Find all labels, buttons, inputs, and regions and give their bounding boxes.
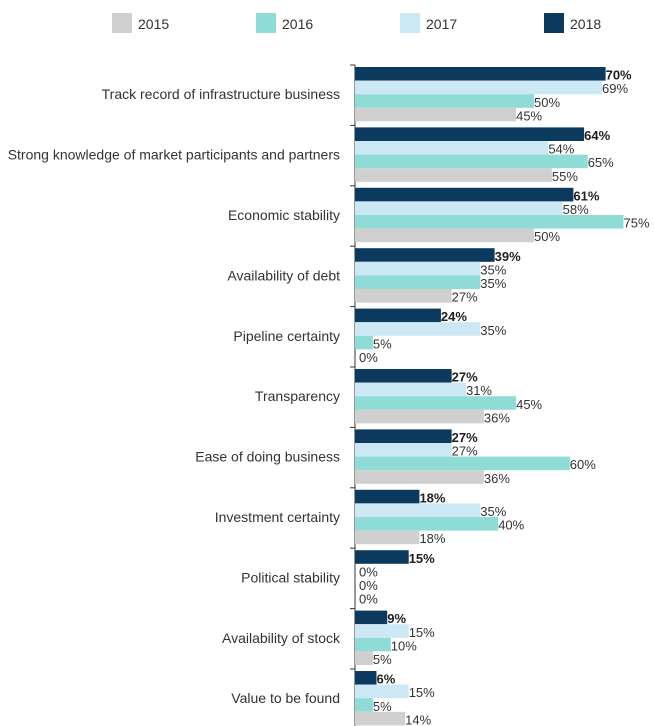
- bar-2018: [355, 248, 495, 262]
- bar-2018: [355, 429, 452, 443]
- bar-2015: [355, 410, 484, 424]
- category-label: Pipeline certainty: [233, 328, 340, 344]
- category-axis: Track record of infrastructure business S…: [8, 65, 355, 726]
- bar-2017: [355, 322, 480, 336]
- data-label-2018: 6%: [376, 672, 395, 687]
- data-label-2015: 0%: [359, 350, 378, 365]
- data-label-2017: 54%: [548, 142, 574, 157]
- data-label-2017: 69%: [602, 81, 628, 96]
- bar-2017: [355, 201, 563, 215]
- category-label: Strong knowledge of market participants …: [8, 147, 340, 163]
- bar-2017: [355, 81, 602, 95]
- bar-2018: [355, 611, 387, 625]
- data-label-2015: 0%: [359, 592, 378, 607]
- legend-swatch-2016: [256, 13, 276, 33]
- bar-2016: [355, 215, 624, 229]
- data-label-2016: 35%: [480, 276, 506, 291]
- bar-2017: [355, 685, 409, 699]
- legend-swatch-2018: [544, 13, 564, 33]
- data-label-2017: 15%: [409, 685, 435, 700]
- bar-2015: [355, 229, 534, 243]
- bar-2017: [355, 141, 548, 155]
- bar-2017: [355, 383, 466, 397]
- legend: 2015 2016 2017 2018: [112, 13, 601, 33]
- bar-2016: [355, 517, 498, 531]
- category-label: Economic stability: [228, 207, 340, 223]
- data-label-2015: 14%: [405, 712, 431, 726]
- data-label-2018: 64%: [584, 128, 610, 143]
- legend-label-2016: 2016: [282, 16, 313, 32]
- bar-2017: [355, 503, 480, 517]
- bar-2017: [355, 624, 409, 638]
- data-label-2015: 50%: [534, 229, 560, 244]
- data-label-2016: 40%: [498, 518, 524, 533]
- data-label-2017: 31%: [466, 383, 492, 398]
- legend-swatch-2015: [112, 13, 132, 33]
- data-label-2017: 58%: [563, 202, 589, 217]
- data-label-2016: 45%: [516, 397, 542, 412]
- bar-2017: [355, 443, 452, 457]
- legend-label-2015: 2015: [138, 16, 169, 32]
- bar-2016: [355, 638, 391, 652]
- category-label: Track record of infrastructure business: [102, 86, 340, 102]
- bar-2016: [355, 275, 480, 289]
- bar-2018: [355, 127, 584, 141]
- bar-2016: [355, 698, 373, 712]
- bar-2018: [355, 369, 452, 383]
- category-label: Availability of stock: [222, 630, 341, 646]
- category-label: Political stability: [241, 569, 340, 585]
- category-label: Transparency: [255, 388, 340, 404]
- data-label-2017: 27%: [452, 444, 478, 459]
- data-label-2015: 27%: [452, 290, 478, 305]
- category-label: Ease of doing business: [195, 449, 340, 465]
- data-label-2016: 5%: [373, 699, 392, 714]
- bar-2016: [355, 336, 373, 350]
- data-label-2015: 5%: [373, 652, 392, 667]
- bar-2015: [355, 651, 373, 665]
- bar-2015: [355, 168, 552, 182]
- data-label-2015: 55%: [552, 169, 578, 184]
- data-label-2015: 45%: [516, 108, 542, 123]
- bar-2016: [355, 396, 516, 410]
- bar-2018: [355, 188, 573, 202]
- data-label-2015: 36%: [484, 410, 510, 425]
- bar-2018: [355, 67, 606, 81]
- category-label: Value to be found: [231, 690, 340, 706]
- bar-2015: [355, 712, 405, 726]
- data-label-2016: 75%: [624, 216, 650, 231]
- data-label-2015: 36%: [484, 471, 510, 486]
- legend-label-2018: 2018: [570, 16, 601, 32]
- bar-2018: [355, 671, 376, 685]
- category-label: Availability of debt: [227, 267, 340, 283]
- bar-2017: [355, 262, 480, 276]
- bar-2018: [355, 550, 409, 564]
- data-label-2015: 18%: [419, 531, 445, 546]
- bars: 70%69%50%45%64%54%65%55%61%58%75%50%39%3…: [355, 67, 650, 726]
- category-label: Investment certainty: [215, 509, 340, 525]
- data-label-2017: 35%: [480, 323, 506, 338]
- data-label-2018: 24%: [441, 309, 467, 324]
- bar-2018: [355, 490, 419, 504]
- bar-2015: [355, 289, 452, 303]
- data-label-2018: 15%: [409, 551, 435, 566]
- bar-2016: [355, 94, 534, 108]
- legend-label-2017: 2017: [426, 16, 457, 32]
- data-label-2016: 65%: [588, 155, 614, 170]
- bar-2018: [355, 309, 441, 323]
- data-label-2018: 18%: [419, 490, 445, 505]
- bar-2016: [355, 457, 570, 471]
- data-label-2018: 9%: [387, 611, 406, 626]
- data-label-2016: 60%: [570, 457, 596, 472]
- bar-2015: [355, 531, 419, 545]
- data-label-2016: 10%: [391, 638, 417, 653]
- bar-2015: [355, 108, 516, 122]
- bar-2015: [355, 470, 484, 484]
- legend-swatch-2017: [400, 13, 420, 33]
- bar-2016: [355, 155, 588, 169]
